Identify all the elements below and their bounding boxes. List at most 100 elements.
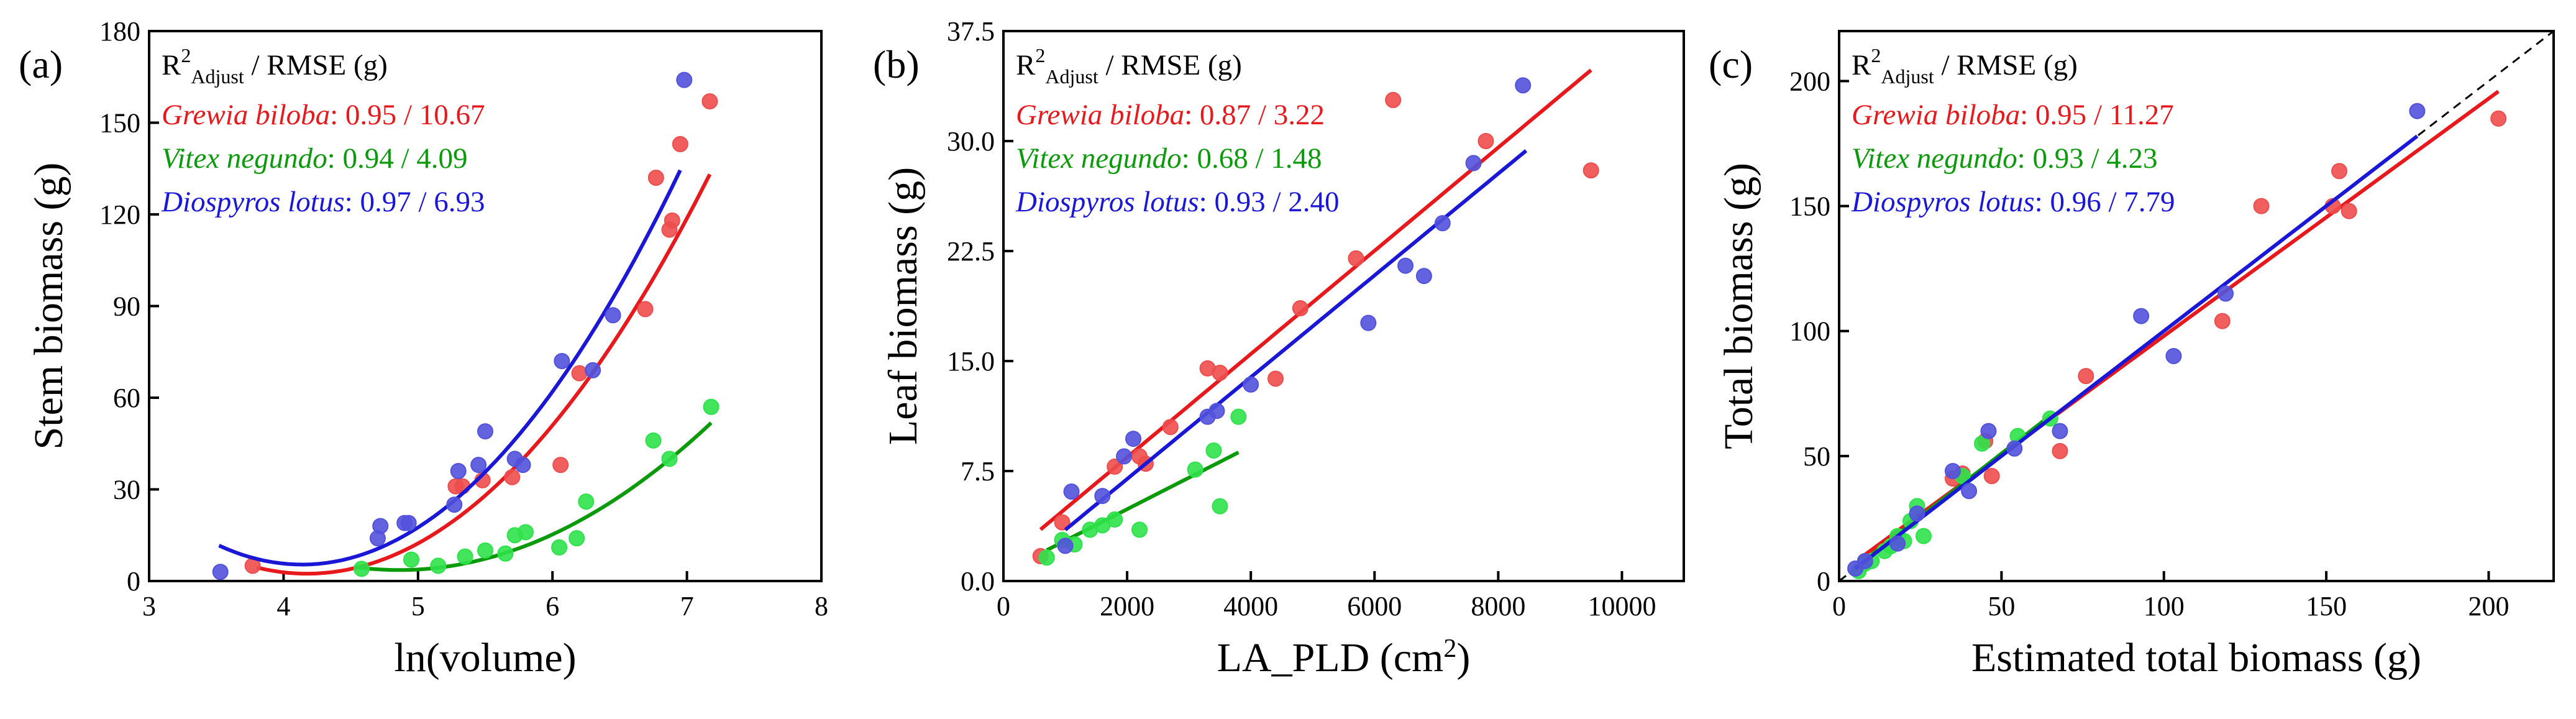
x-axis-title: ln(volume)	[394, 635, 576, 680]
point-vitex-negundo	[497, 545, 514, 562]
point-grewia-biloba	[647, 170, 664, 186]
point-vitex-negundo	[403, 551, 419, 568]
point-vitex-negundo	[551, 539, 568, 556]
point-diospyros-lotus	[2409, 103, 2426, 119]
stats-vitex-negundo: Vitex negundo: 0.68 / 1.48	[1016, 142, 1322, 175]
point-grewia-biloba	[2214, 313, 2231, 329]
y-axis-title: Stem biomass (g)	[26, 163, 71, 450]
point-vitex-negundo	[1038, 549, 1055, 566]
point-vitex-negundo	[578, 493, 595, 510]
point-diospyros-lotus	[605, 307, 621, 324]
point-vitex-negundo	[353, 561, 370, 577]
x-tick-label: 2000	[1100, 591, 1154, 621]
point-diospyros-lotus	[470, 457, 487, 474]
fit-line-diospyros-lotus	[1854, 134, 2419, 570]
point-grewia-biloba	[1478, 133, 1494, 149]
point-diospyros-lotus	[1243, 376, 1259, 393]
stats-grewia-biloba: Grewia biloba: 0.87 / 3.22	[1016, 99, 1325, 131]
x-tick-label: 150	[2306, 591, 2347, 621]
point-vitex-negundo	[1915, 528, 1932, 544]
point-vitex-negundo	[1107, 511, 1123, 528]
series-diospyros-lotus	[1847, 103, 2426, 577]
point-diospyros-lotus	[2006, 440, 2023, 457]
x-tick-label: 50	[1988, 591, 2015, 621]
x-tick-label: 0	[1832, 591, 1846, 621]
point-diospyros-lotus	[1980, 423, 1997, 439]
y-tick-label: 150	[1789, 191, 1830, 222]
point-grewia-biloba	[1162, 419, 1179, 436]
y-tick-label: 90	[113, 291, 140, 322]
point-vitex-negundo	[430, 557, 447, 574]
point-grewia-biloba	[1107, 458, 1123, 475]
point-diospyros-lotus	[2052, 423, 2068, 439]
panel-1: 3 4 5 6 7 8 0 30 60 90 120 150 180 ln(volume) Stem bio…	[19, 16, 828, 680]
point-vitex-negundo	[569, 530, 585, 547]
point-grewia-biloba	[701, 93, 718, 110]
point-diospyros-lotus	[1116, 448, 1133, 465]
point-diospyros-lotus	[1515, 77, 1532, 94]
point-diospyros-lotus	[1208, 403, 1225, 419]
point-diospyros-lotus	[212, 564, 229, 580]
stats-header: R2Adjust / RMSE (g)	[162, 44, 388, 88]
point-vitex-negundo	[661, 451, 678, 467]
point-grewia-biloba	[1054, 514, 1071, 531]
y-tick-label: 150	[99, 108, 140, 139]
panel-label: (c)	[1709, 42, 1753, 86]
y-tick-label: 0	[1817, 566, 1830, 597]
point-grewia-biloba	[1583, 162, 1599, 179]
point-vitex-negundo	[703, 398, 719, 415]
plot-frame	[1002, 30, 1685, 582]
x-tick-label: 4000	[1223, 591, 1278, 621]
y-axis-title: Leaf biomass (g)	[880, 167, 926, 445]
point-diospyros-lotus	[2133, 308, 2150, 324]
point-vitex-negundo	[517, 524, 534, 541]
plot-frame	[1838, 30, 2555, 582]
point-vitex-negundo	[1187, 461, 1204, 478]
x-tick-label: 100	[2144, 591, 2185, 621]
y-tick-label: 30.0	[947, 126, 995, 157]
point-diospyros-lotus	[1057, 538, 1074, 554]
x-tick-label: 6000	[1347, 591, 1402, 621]
y-tick-label: 100	[1789, 316, 1830, 347]
panel-2: 0 2000 4000 6000 8000 10000 0.0 7.5 15.0 22.5 30.0…	[873, 16, 1685, 680]
fit-line-grewia-biloba	[256, 173, 712, 576]
y-tick-label: 180	[99, 16, 140, 47]
point-diospyros-lotus	[1961, 483, 1978, 500]
x-tick-label: 200	[2468, 591, 2509, 621]
point-diospyros-lotus	[1397, 257, 1414, 274]
point-diospyros-lotus	[372, 518, 389, 534]
point-grewia-biloba	[1983, 468, 2000, 485]
x-tick-label: 3	[142, 591, 156, 621]
point-diospyros-lotus	[446, 497, 463, 513]
panel-3: 0 50 100 150 200 0 50 100 150 200 Estimated total …	[1709, 30, 2555, 680]
point-grewia-biloba	[637, 301, 654, 318]
point-grewia-biloba	[1385, 91, 1402, 108]
point-diospyros-lotus	[477, 423, 493, 440]
y-tick-label: 200	[1789, 66, 1830, 96]
x-axis-title: Estimated total biomass (g)	[1971, 635, 2421, 680]
y-tick-label: 30	[113, 475, 140, 505]
y-tick-label: 37.5	[947, 16, 995, 47]
y-tick-label: 120	[99, 199, 140, 230]
stats-diospyros-lotus: Diospyros lotus: 0.97 / 6.93	[161, 186, 485, 218]
point-diospyros-lotus	[1944, 463, 1961, 479]
point-diospyros-lotus	[1857, 552, 1873, 569]
point-grewia-biloba	[672, 135, 688, 152]
point-grewia-biloba	[2253, 198, 2270, 214]
fit-line-vitex-negundo	[1046, 451, 1240, 552]
x-axis-title: LA_PLD (cm2)	[1217, 634, 1471, 680]
point-diospyros-lotus	[1360, 314, 1377, 331]
point-grewia-biloba	[552, 457, 569, 474]
stats-header: R2Adjust / RMSE (g)	[1016, 44, 1242, 88]
point-diospyros-lotus	[1434, 215, 1451, 232]
x-tick-label: 4	[276, 591, 290, 621]
point-vitex-negundo	[477, 542, 493, 559]
point-vitex-negundo	[457, 548, 473, 565]
point-vitex-negundo	[645, 432, 662, 449]
point-diospyros-lotus	[1909, 505, 1925, 522]
point-grewia-biloba	[504, 469, 521, 485]
point-vitex-negundo	[1131, 521, 1148, 538]
y-tick-label: 0.0	[961, 566, 995, 597]
stats-vitex-negundo: Vitex negundo: 0.94 / 4.09	[162, 142, 468, 175]
